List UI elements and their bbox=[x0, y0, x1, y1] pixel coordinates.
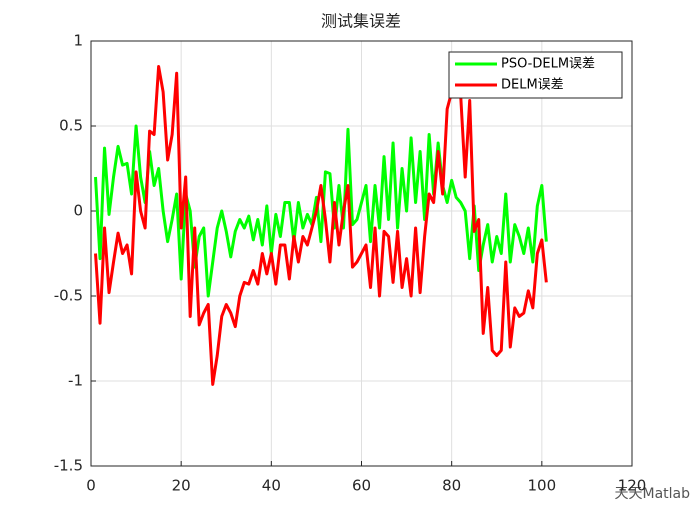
x-tick-label: 40 bbox=[262, 477, 281, 495]
y-tick-label: 1 bbox=[73, 32, 83, 50]
legend: PSO-DELM误差 DELM误差 bbox=[448, 51, 623, 99]
x-tick-label: 60 bbox=[352, 477, 371, 495]
x-tick-label: 0 bbox=[86, 477, 96, 495]
series-line bbox=[94, 65, 548, 386]
x-tick-label: 120 bbox=[618, 477, 647, 495]
x-tick-label: 80 bbox=[442, 477, 461, 495]
legend-label: PSO-DELM误差 bbox=[501, 57, 595, 72]
y-tick-label: -0.5 bbox=[54, 287, 83, 305]
y-tick-label: -1.5 bbox=[54, 457, 83, 475]
y-tick-label: 0 bbox=[73, 202, 83, 220]
legend-box bbox=[448, 51, 623, 99]
y-tick-label: 0.5 bbox=[59, 117, 83, 135]
chart-title: 测试集误差 bbox=[321, 12, 401, 31]
watermark: 天天Matlab bbox=[614, 486, 690, 502]
x-tick-label: 100 bbox=[528, 477, 557, 495]
y-tick-label: -1 bbox=[68, 372, 83, 390]
legend-label: DELM误差 bbox=[501, 78, 564, 93]
series-line bbox=[94, 124, 548, 298]
x-tick-label: 20 bbox=[172, 477, 191, 495]
plot-frame bbox=[90, 40, 633, 467]
